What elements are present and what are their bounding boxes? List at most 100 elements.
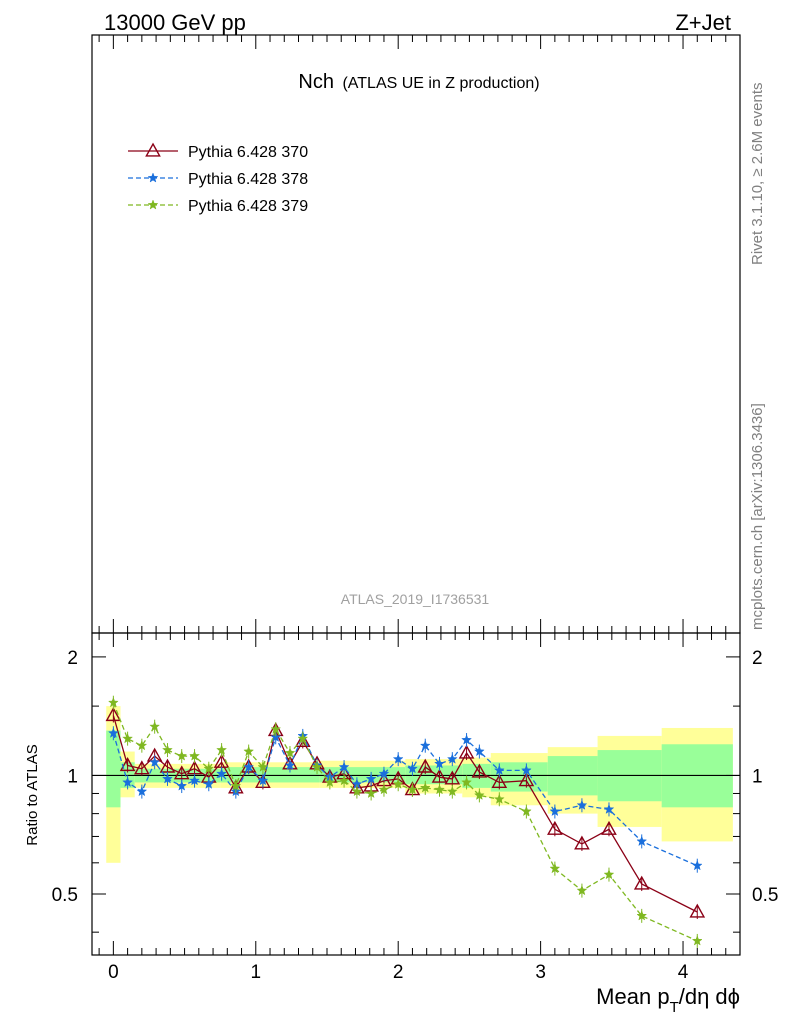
data-point-2-32 <box>603 868 615 880</box>
data-point-1-2 <box>136 785 148 797</box>
band-inner-0 <box>106 730 121 808</box>
data-point-1-0 <box>107 727 119 738</box>
data-point-0-31 <box>574 835 590 850</box>
data-point-1-7 <box>203 778 215 789</box>
y-tick-label-right-2: 2 <box>752 648 763 669</box>
data-point-2-1 <box>122 732 134 744</box>
data-point-0-32 <box>601 820 617 835</box>
side-label-bottom: mcplots.cern.ch [arXiv:1306.3436] <box>749 403 766 630</box>
data-point-0-25 <box>444 770 461 785</box>
data-point-2-3 <box>149 720 161 732</box>
data-point-2-19 <box>365 787 377 799</box>
data-point-1-21 <box>392 753 404 764</box>
data-point-1-31 <box>576 799 588 810</box>
data-point-2-22 <box>407 783 418 795</box>
data-point-1-12 <box>270 731 282 742</box>
y-tick-label-left-0: 0.5 <box>52 885 78 906</box>
x-tick-label-4: 4 <box>678 962 689 983</box>
legend-label-1: Pythia 6.428 378 <box>188 171 308 188</box>
data-point-0-24 <box>431 768 448 783</box>
data-point-1-6 <box>189 774 200 786</box>
data-point-0-28 <box>491 773 508 789</box>
data-point-2-2 <box>136 739 148 751</box>
data-point-0-5 <box>173 765 190 780</box>
y-tick-label-left-1: 1 <box>67 766 78 787</box>
data-point-1-13 <box>284 759 296 771</box>
x-tick-label-0: 0 <box>108 962 119 983</box>
data-point-0-23 <box>417 758 434 773</box>
data-point-2-0 <box>107 696 119 708</box>
header-right: Z+Jet <box>675 10 731 35</box>
x-axis-label-rest: /dη dϕ <box>679 984 740 1009</box>
data-point-2-5 <box>176 750 188 761</box>
data-point-1-8 <box>216 767 228 779</box>
data-point-2-34 <box>691 935 703 946</box>
data-point-1-20 <box>378 767 390 779</box>
y-tick-label-right-0: 0.5 <box>752 885 778 906</box>
data-point-1-4 <box>162 773 173 784</box>
main-panel-ticks <box>98 35 727 633</box>
y-axis-label: Ratio to ATLAS <box>24 744 41 845</box>
ratio-uncertainty-band <box>106 706 733 863</box>
data-point-2-33 <box>636 910 648 921</box>
data-point-1-10 <box>243 761 255 772</box>
data-point-1-34 <box>691 859 703 871</box>
data-point-0-30 <box>547 820 563 835</box>
data-point-2-28 <box>493 793 505 804</box>
band-inner-3 <box>220 767 320 783</box>
data-point-0-2 <box>134 760 150 775</box>
legend-marker-1 <box>147 172 159 183</box>
data-point-0-29 <box>518 772 535 787</box>
data-point-1-1 <box>122 776 134 788</box>
data-point-1-22 <box>407 762 418 774</box>
data-point-2-30 <box>549 862 561 874</box>
ratio-series-group <box>105 695 706 948</box>
data-point-1-29 <box>520 764 532 775</box>
data-point-2-8 <box>216 744 228 755</box>
data-point-1-27 <box>473 745 485 757</box>
analysis-label: ATLAS_2019_I1736531 <box>341 591 490 607</box>
x-axis-label-main: Mean p <box>596 984 669 1009</box>
data-point-0-33 <box>633 875 650 890</box>
data-point-2-23 <box>419 782 431 793</box>
legend-label-0: Pythia 6.428 370 <box>188 144 308 161</box>
y-tick-label-left-2: 2 <box>67 648 78 669</box>
data-point-2-25 <box>446 785 458 797</box>
header-left: 13000 GeV pp <box>104 10 246 35</box>
series-2 <box>107 695 703 948</box>
data-point-2-29 <box>520 805 532 817</box>
data-point-2-16 <box>324 776 336 788</box>
data-point-2-11 <box>257 761 269 772</box>
data-point-2-7 <box>203 762 215 774</box>
data-point-0-34 <box>689 903 706 918</box>
data-point-1-3 <box>149 756 161 767</box>
data-point-1-25 <box>446 753 458 764</box>
data-point-0-27 <box>471 763 488 778</box>
data-point-1-11 <box>257 774 269 786</box>
data-point-1-5 <box>176 780 188 791</box>
data-point-2-26 <box>461 776 472 788</box>
data-point-2-24 <box>434 783 445 795</box>
data-point-2-17 <box>338 774 350 786</box>
data-point-2-15 <box>311 761 323 772</box>
data-point-1-23 <box>419 739 431 751</box>
x-tick-label-3: 3 <box>535 962 546 983</box>
plot-title-sub: (ATLAS UE in Z production) <box>342 75 539 92</box>
plot-title-main: Nch <box>298 71 334 93</box>
legend: Pythia 6.428 370 Pythia 6.428 378 Pythia 6… <box>128 142 308 215</box>
data-point-2-9 <box>230 780 242 791</box>
data-point-2-12 <box>270 723 282 734</box>
data-point-1-24 <box>434 758 445 769</box>
data-point-2-27 <box>473 789 485 800</box>
x-tick-label-1: 1 <box>250 962 261 983</box>
plot-title: Nch (ATLAS UE in Z production) <box>298 71 539 93</box>
data-point-1-26 <box>461 734 472 745</box>
data-point-2-31 <box>576 884 588 896</box>
data-point-0-1 <box>119 757 136 772</box>
data-point-0-6 <box>186 760 203 775</box>
data-point-1-28 <box>493 764 505 775</box>
data-point-0-26 <box>458 744 475 759</box>
ratio-panel-frame <box>91 632 741 956</box>
y-tick-label-right-1: 1 <box>752 766 763 787</box>
